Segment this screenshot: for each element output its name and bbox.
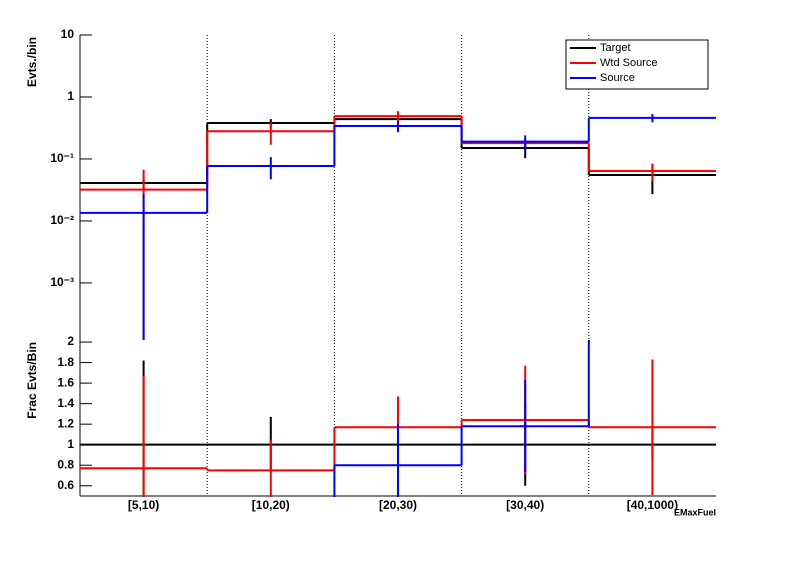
y-tick-label: 10 [61,27,75,41]
y-tick-label: 2 [67,334,74,348]
y-tick-label: 1.6 [57,375,74,389]
x-tick-label: [40,1000) [627,498,678,512]
x-tick-label: [20,30) [379,498,417,512]
x-tick-label: [30,40) [506,498,544,512]
legend-label: Wtd Source [600,57,657,69]
y-tick-label: 1.2 [57,416,74,430]
y-tick-label: 10⁻¹ [50,151,74,165]
y-tick-label: 0.6 [57,478,74,492]
legend-label: Source [600,72,635,84]
plot-area [80,340,716,497]
y-tick-label: 1.8 [57,355,74,369]
y-tick-label: 10⁻³ [50,275,74,289]
y-tick-label: 1 [67,89,74,103]
y-tick-label: 0.8 [57,457,74,471]
x-axis-title: EMaxFuel [674,507,716,517]
plot-area [80,111,716,340]
x-tick-label: [5,10) [128,498,159,512]
y-axis-title: Evts./bin [25,37,39,87]
y-tick-label: 10⁻² [50,213,74,227]
y-tick-label: 1 [67,437,74,451]
legend-label: Target [600,42,631,54]
y-axis-title: Frac Evts/Bin [25,342,39,419]
y-tick-label: 1.4 [57,396,74,410]
x-tick-label: [10,20) [252,498,290,512]
